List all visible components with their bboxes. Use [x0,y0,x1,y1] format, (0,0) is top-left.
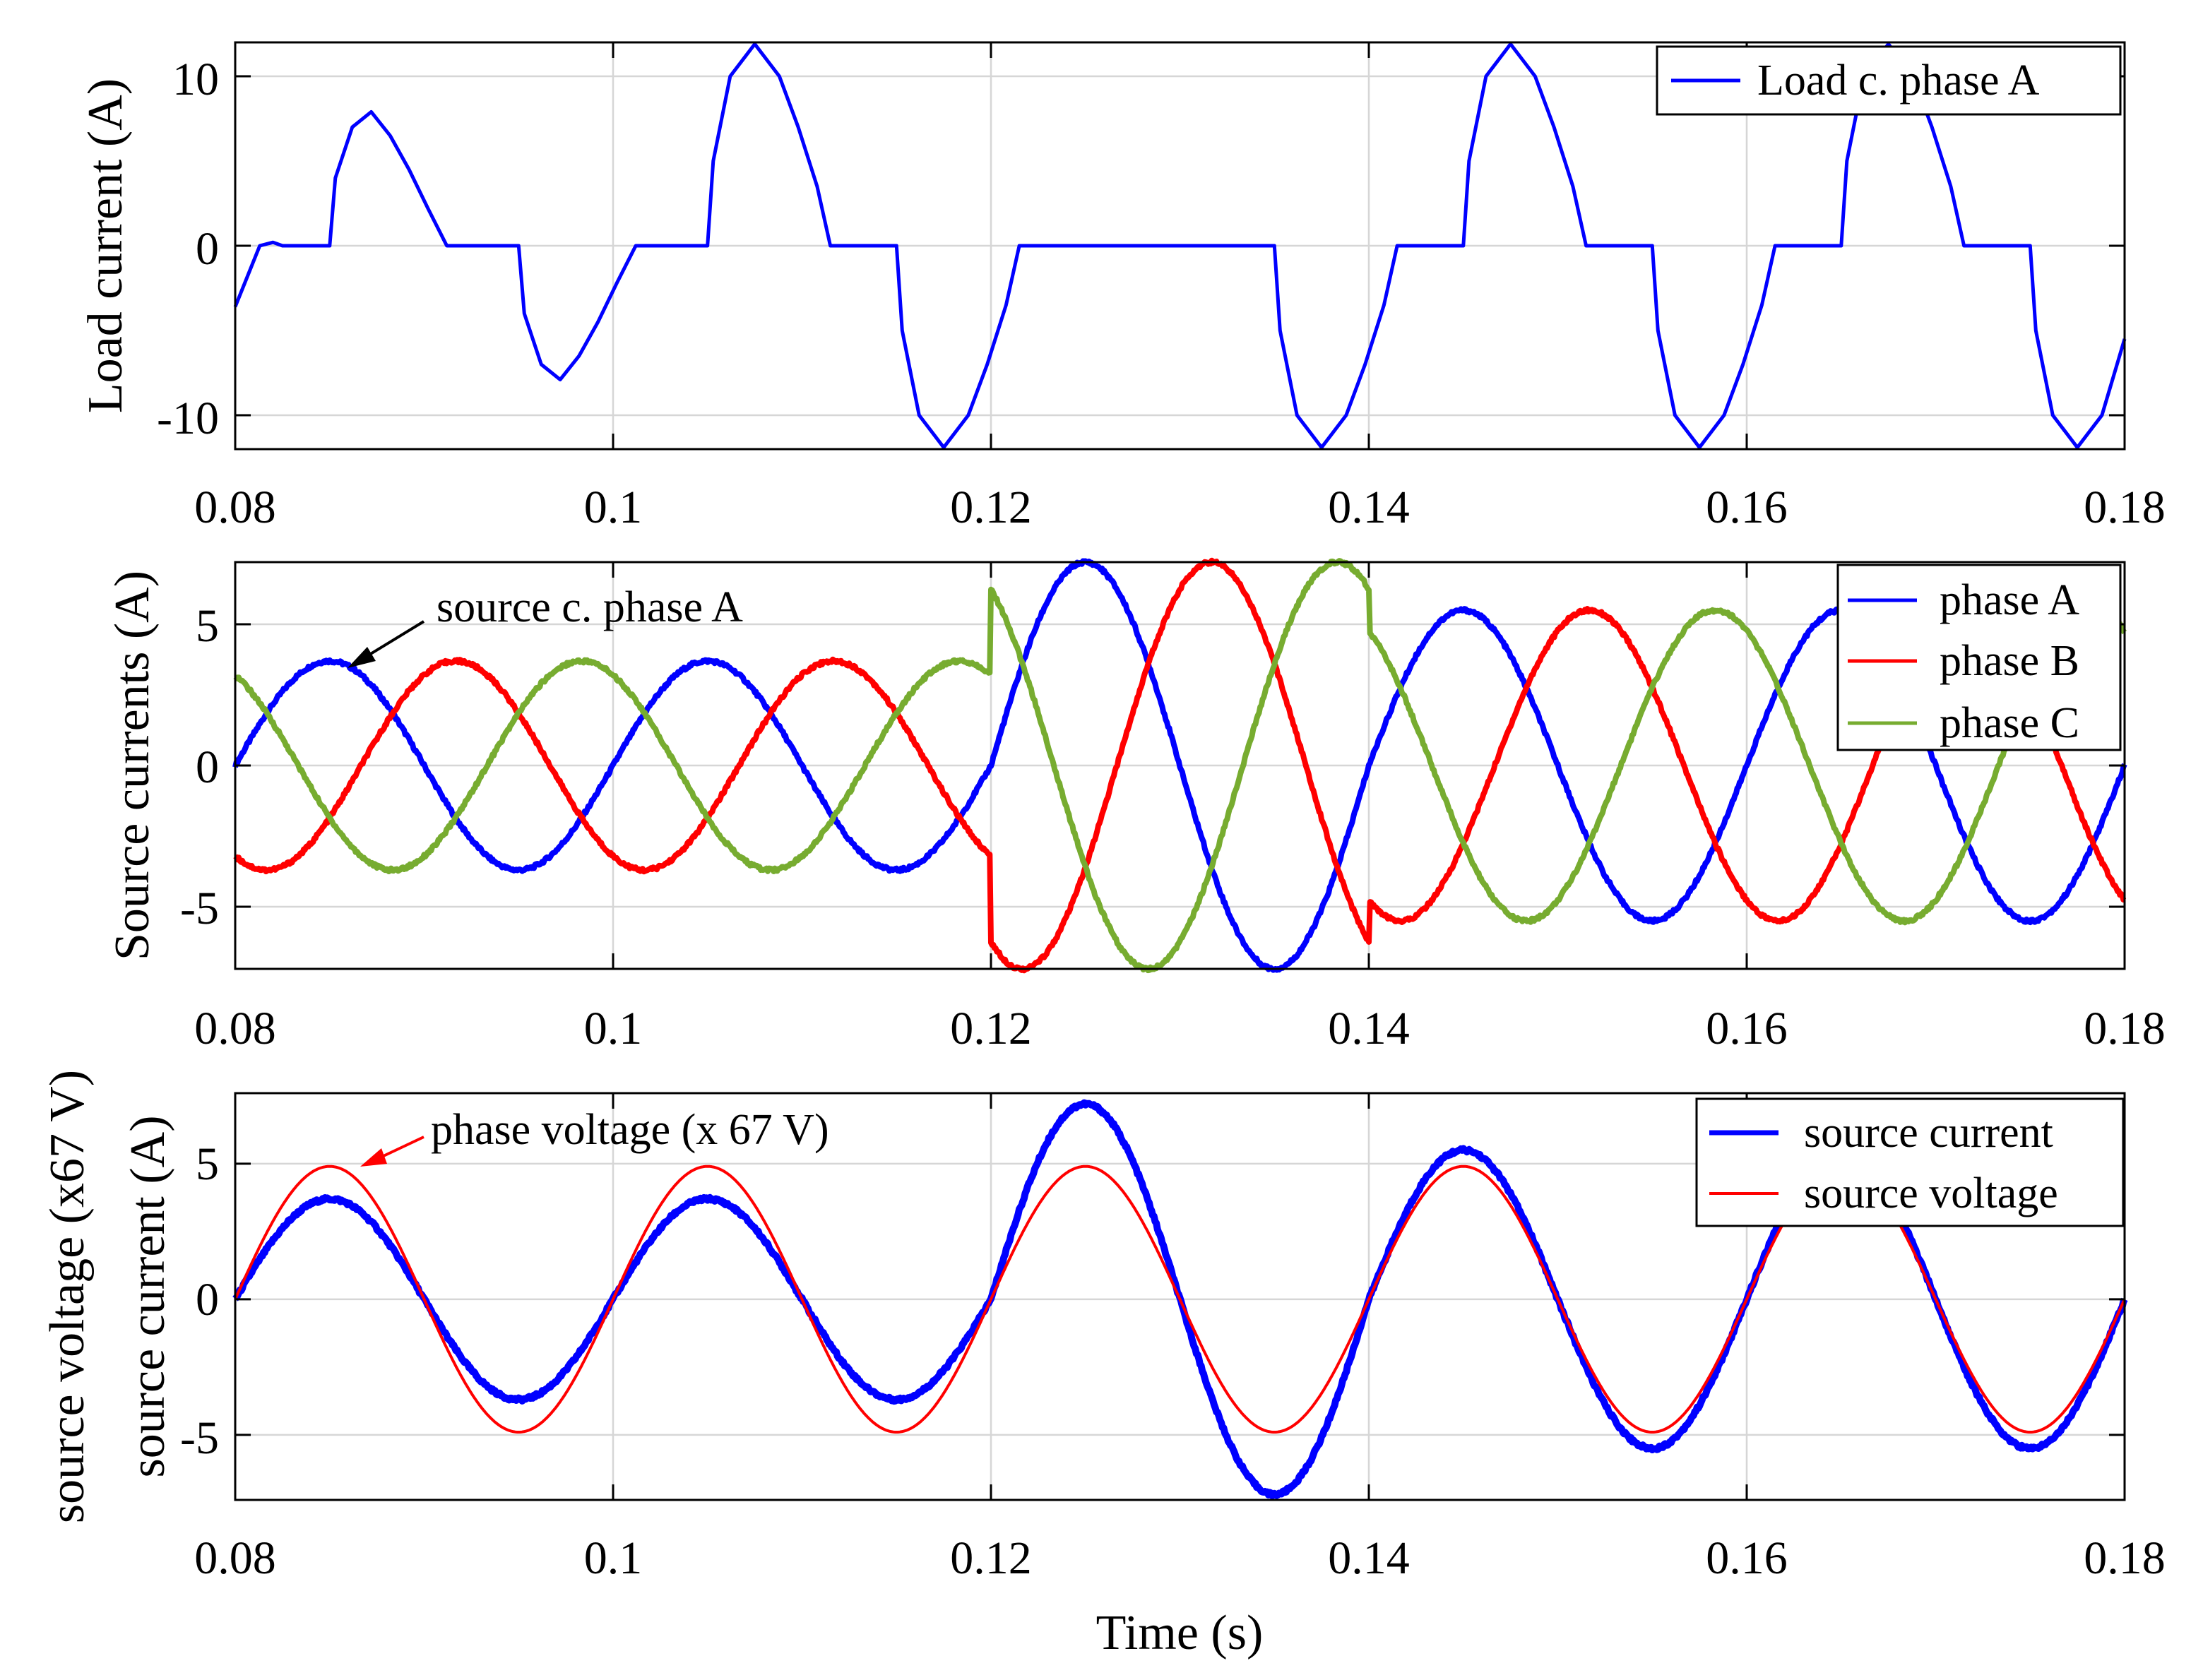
load-xtick-label: 0.1 [584,482,643,533]
load-current-panel: 0.08 0.1 0.12 0.14 0.16 0.18 -10 0 10 Lo… [78,41,2166,533]
source-series-line-b [233,557,2127,974]
source-xtick-label: 0.1 [584,1003,643,1054]
load-ytick-label: 10 [172,54,219,105]
pf-legend-label: source current [1804,1109,2053,1157]
source-xtick-label: 0.12 [950,1003,1032,1054]
source-ytick-label: 5 [196,600,219,652]
load-legend: Load c. phase A [1656,45,2122,116]
pf-axes-frame [234,1092,2126,1501]
pf-annotation-text: phase voltage (x 67 V) [431,1106,829,1154]
source-ytick-label: 0 [196,741,219,793]
load-xtick-label: 0.16 [1706,482,1788,533]
source-series-line-a [232,558,2127,973]
pf-ylabel-current: source current (A) [121,1115,175,1477]
pf-xtick-label: 0.12 [950,1532,1032,1584]
load-xtick-label: 0.14 [1328,482,1410,533]
pf-xtick-label: 0.14 [1328,1532,1410,1584]
pf-annotation-arrowhead [360,1148,387,1167]
source-xtick-label: 0.14 [1328,1003,1410,1054]
source-xtick-label: 0.18 [2084,1003,2166,1054]
pf-legend-box [1695,1097,2125,1227]
pf-xtick-label: 0.1 [584,1532,643,1584]
pf-ylabel-voltage: source voltage (x67 V) [40,1070,95,1523]
source-annotation-arrowhead [348,647,376,668]
pf-ytick-label: 5 [196,1138,219,1190]
pf-ytick-label: -5 [180,1412,219,1464]
voltage-current-panel: 0.08 0.1 0.12 0.14 0.16 0.18 -5 0 5 sour… [40,1070,2166,1660]
source-series-line-c [233,558,2127,974]
source-legend-label: phase C [1940,699,2079,747]
source-xtick-label: 0.08 [194,1003,276,1054]
load-xtick-label: 0.08 [194,482,276,533]
source-annotation-text: source c. phase A [437,583,743,631]
pf-xtick-label: 0.08 [194,1532,276,1584]
pf-ytick-label: 0 [196,1274,219,1325]
pf-annotation: phase voltage (x 67 V) [360,1106,829,1167]
load-legend-label: Load c. phase A [1757,56,2040,105]
load-xtick-label: 0.12 [950,482,1032,533]
pf-xlabel: Time (s) [1096,1606,1264,1660]
source-legend-label: phase A [1940,576,2079,624]
pf-legend: source current source voltage [1695,1097,2125,1227]
source-ytick-label: -5 [180,883,219,934]
load-ytick-label: 0 [196,223,219,275]
load-ytick-label: -10 [157,393,219,444]
source-currents-panel: 0.08 0.1 0.12 0.14 0.16 0.18 -5 0 5 Sour… [105,557,2166,1054]
source-legend-label: phase B [1940,637,2079,685]
load-ylabel: Load current (A) [78,78,133,413]
load-series-line [233,42,2127,450]
source-xtick-label: 0.16 [1706,1003,1788,1054]
source-legend: phase A phase B phase C [1836,564,2122,751]
source-ylabel: Source currents (A) [105,571,160,960]
source-legend-box [1836,564,2122,751]
pf-legend-label: source voltage [1804,1169,2058,1217]
pf-xtick-label: 0.16 [1706,1532,1788,1584]
load-xtick-label: 0.18 [2084,482,2166,533]
source-annotation: source c. phase A [348,583,743,668]
pf-xtick-label: 0.18 [2084,1532,2166,1584]
